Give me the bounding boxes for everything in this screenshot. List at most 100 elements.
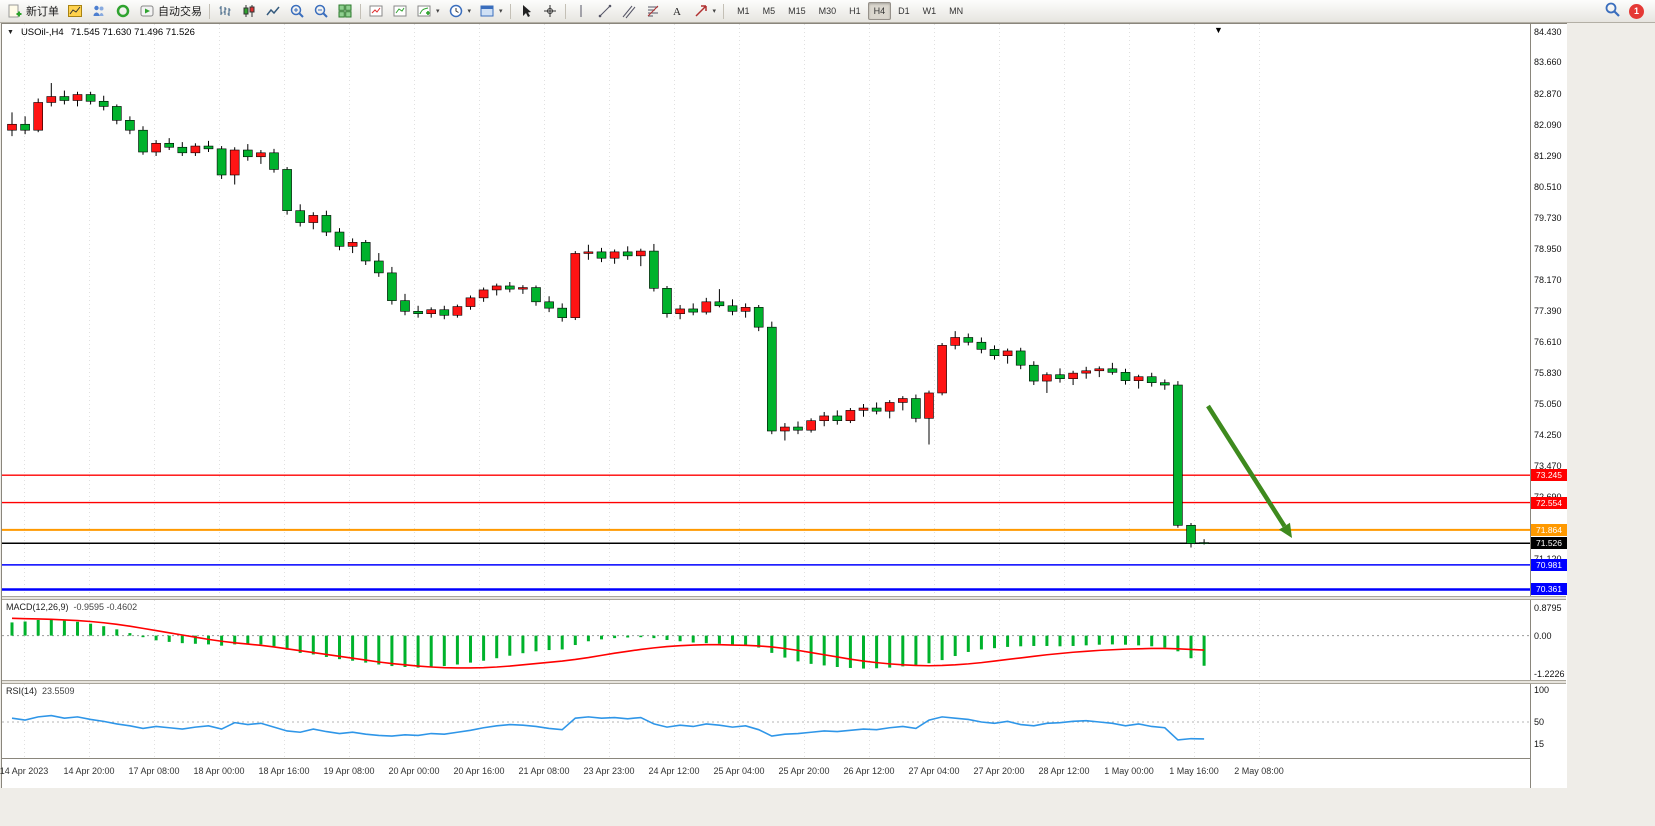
vertical-line-tool-button[interactable] (569, 1, 593, 21)
zoom-in-icon (289, 3, 305, 19)
arrow-shape-icon (693, 3, 709, 19)
fibonacci-tool-button[interactable] (641, 1, 665, 21)
clock-icon (448, 3, 464, 19)
cursor-button[interactable] (514, 1, 538, 21)
text-icon: A (669, 3, 685, 19)
time-label: 17 Apr 08:00 (128, 766, 180, 776)
toolbar-separator (509, 3, 511, 19)
price-gridlines (24, 24, 1260, 596)
new-order-icon (7, 3, 23, 19)
timeframe-W1[interactable]: W1 (922, 6, 937, 16)
macd-label: MACD(12,26,9) -0.9595 -0.4602 (6, 602, 137, 612)
time-label: 23 Apr 23:00 (583, 766, 635, 776)
toolbar-separator (723, 3, 725, 19)
chart-symbol-period: USOil-,H4 (20, 27, 64, 38)
macd-axis-tick: -1.2226 (1534, 669, 1565, 679)
trend-arrow-annotation[interactable] (1206, 404, 1287, 528)
price-tick: 73.470 (1534, 461, 1562, 472)
time-label: 20 Apr 00:00 (388, 766, 440, 776)
chart-window[interactable]: ▼ USOil-,H4 71.545 71.630 71.496 71.526 … (0, 23, 1567, 788)
line-chart-button[interactable] (261, 1, 285, 21)
time-label: 28 Apr 12:00 (1038, 766, 1090, 776)
price-tick: 77.390 (1534, 305, 1562, 316)
trendline-icon (597, 3, 613, 19)
time-label: 26 Apr 12:00 (843, 766, 895, 776)
time-label: 2 May 08:00 (1234, 766, 1284, 776)
price-badge: 71.526 (1531, 537, 1567, 550)
zoom-out-button[interactable] (309, 1, 333, 21)
price-badge: 70.981 (1531, 558, 1567, 571)
price-badge: 70.361 (1531, 583, 1567, 596)
price-tick: 75.830 (1534, 367, 1562, 378)
timeframe-H1[interactable]: H1 (849, 6, 861, 16)
price-tick: 82.090 (1534, 119, 1562, 130)
charts-button[interactable] (63, 1, 87, 21)
periods-button[interactable]: ▾ (444, 1, 476, 21)
search-icon[interactable] (1604, 1, 1621, 21)
new-chart-button[interactable] (364, 1, 388, 21)
tile-windows-button[interactable] (333, 1, 357, 21)
bar-chart-button[interactable] (213, 1, 237, 21)
macd-axis-tick: 0.8795 (1534, 603, 1562, 613)
macd-axis-tick: 0.00 (1534, 630, 1552, 641)
chart-profile-icon (67, 3, 83, 19)
price-tick: 83.660 (1534, 57, 1562, 68)
zoom-in-button[interactable] (285, 1, 309, 21)
panel-splitter[interactable] (2, 680, 1566, 684)
macd-panel-canvas[interactable] (2, 600, 1530, 680)
svg-text:A: A (673, 6, 681, 18)
new-order-label: 新订单 (26, 6, 59, 18)
toolbar-separator (564, 3, 566, 19)
profiles-button[interactable] (388, 1, 412, 21)
macd-signal-line (11, 617, 1205, 669)
crosshair-button[interactable] (538, 1, 562, 21)
templates-button[interactable]: ▾ (475, 1, 507, 21)
rsi-value: 23.5509 (42, 686, 75, 696)
timeframe-M1[interactable]: M1 (737, 6, 750, 16)
timeframe-H4[interactable]: H4 (867, 2, 892, 20)
time-label: 24 Apr 12:00 (648, 766, 700, 776)
rsi-panel-canvas[interactable] (2, 684, 1530, 758)
candlestick-series (7, 83, 1209, 548)
trend-arrow-head (1279, 522, 1292, 538)
data-window-button[interactable] (111, 1, 135, 21)
arrows-tool-button[interactable]: ▾ (689, 1, 721, 21)
toolbar-separator (360, 3, 361, 19)
timeframe-M15[interactable]: M15 (788, 6, 806, 16)
timeframe-M30[interactable]: M30 (818, 6, 837, 16)
notification-badge[interactable]: 1 (1629, 3, 1644, 19)
new-order-button[interactable]: 新订单 (3, 1, 63, 21)
rsi-label: RSI(14) 23.5509 (6, 686, 75, 696)
time-label: 27 Apr 20:00 (973, 766, 1025, 776)
timeframe-M5[interactable]: M5 (762, 6, 776, 16)
toolbar-right-group: 1 (1604, 1, 1652, 21)
macd-gridlines (24, 600, 1260, 680)
timeframe-D1[interactable]: D1 (898, 6, 910, 16)
indicators-button[interactable]: ▾ (412, 1, 444, 21)
channel-tool-button[interactable] (617, 1, 641, 21)
price-badge: 73.245 (1531, 469, 1567, 482)
chart-shift-marker-icon[interactable]: ▼ (1214, 25, 1223, 35)
rsi-gridlines (24, 684, 1260, 758)
time-label: 1 May 00:00 (1104, 766, 1154, 776)
tile-windows-icon (337, 3, 353, 19)
one-click-trading-arrow-icon[interactable]: ▼ (7, 29, 14, 36)
price-chart-canvas[interactable] (2, 24, 1530, 596)
candlestick-chart-icon (241, 3, 257, 19)
price-tick: 74.250 (1534, 430, 1562, 441)
market-watch-button[interactable] (87, 1, 111, 21)
time-label: 18 Apr 00:00 (193, 766, 245, 776)
data-window-icon (115, 3, 131, 19)
price-badge: 72.554 (1531, 496, 1567, 509)
autotrading-button[interactable]: 自动交易 (135, 1, 206, 21)
text-tool-button[interactable]: A (665, 1, 689, 21)
panel-splitter[interactable] (2, 596, 1566, 600)
price-tick: 76.610 (1534, 336, 1562, 347)
timeframe-MN[interactable]: MN (949, 6, 964, 16)
chart-ohlc-values: 71.545 71.630 71.496 71.526 (70, 27, 195, 38)
rsi-line (11, 714, 1205, 741)
candlestick-chart-button[interactable] (237, 1, 261, 21)
price-tick: 79.730 (1534, 213, 1562, 224)
price-axis: 84.430 83.660 82.870 82.090 81.290 80.510 79.7… (1530, 24, 1567, 788)
trendline-tool-button[interactable] (593, 1, 617, 21)
